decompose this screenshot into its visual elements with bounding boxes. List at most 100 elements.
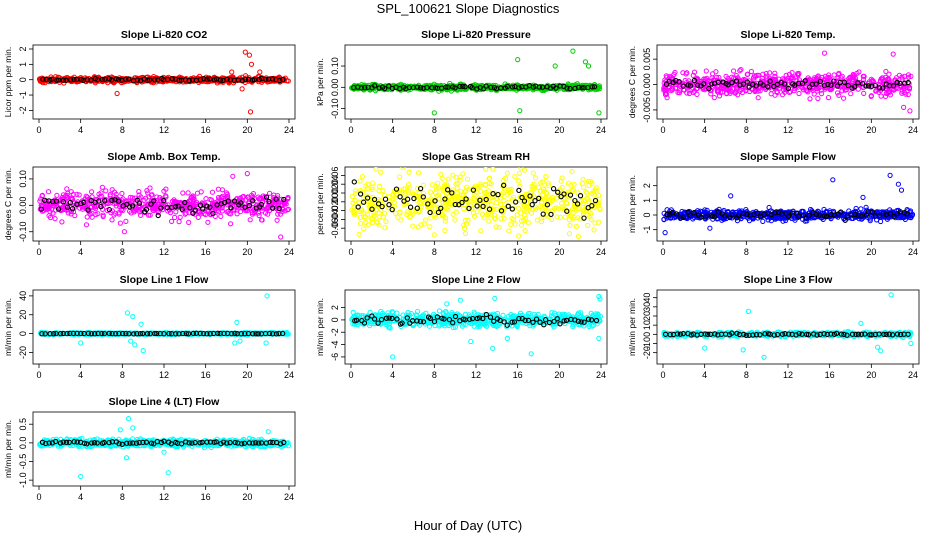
data-point — [496, 224, 502, 230]
reference-point — [452, 201, 458, 208]
reference-point — [736, 212, 742, 219]
reference-point — [474, 203, 480, 209]
data-point — [145, 201, 151, 207]
data-point — [83, 222, 90, 228]
reference-point — [251, 77, 258, 83]
data-point — [588, 216, 594, 222]
panel-3: Slope Li-820 Temp.0 4 8 12 16 20 24-0.0050.000… — [627, 29, 920, 135]
reference-point — [498, 208, 505, 214]
data-point — [203, 196, 209, 202]
reference-point — [281, 196, 287, 203]
reference-point — [98, 203, 104, 210]
reference-point — [550, 186, 557, 192]
reference-point — [438, 205, 444, 211]
data-point — [753, 73, 759, 79]
data-point — [516, 170, 523, 176]
data-point — [525, 220, 532, 226]
reference-point — [746, 84, 752, 90]
data-point — [265, 204, 271, 210]
data-point — [897, 83, 904, 89]
reference-point — [146, 77, 153, 83]
data-point — [584, 195, 590, 201]
data-point — [357, 220, 364, 227]
data-point — [417, 208, 423, 215]
data-point — [404, 209, 410, 215]
data-point — [564, 200, 570, 206]
data-point — [528, 210, 535, 216]
reference-point — [904, 211, 910, 217]
reference-point — [449, 190, 455, 196]
reference-point — [155, 212, 161, 219]
reference-point — [397, 194, 403, 200]
data-point — [185, 199, 191, 205]
data-point — [163, 186, 169, 192]
reference-point — [228, 205, 234, 211]
reference-point — [414, 205, 420, 211]
data-point — [197, 211, 204, 217]
data-point — [45, 189, 52, 195]
reference-point — [53, 198, 60, 204]
reference-point — [548, 211, 554, 218]
data-point — [483, 167, 489, 172]
data-point — [584, 190, 590, 196]
reference-point — [172, 204, 179, 210]
reference-point — [709, 213, 715, 219]
data-point — [251, 210, 257, 216]
y-tick-label: 0 — [18, 331, 28, 336]
data-point — [579, 180, 585, 187]
panel-title: Slope Gas Stream RH — [422, 151, 530, 163]
reference-point — [67, 330, 73, 337]
data-points — [38, 293, 291, 354]
data-point — [663, 78, 669, 85]
x-tick-label: 8 — [432, 125, 437, 135]
data-point — [436, 185, 442, 191]
panel-4: Slope Amb. Box Temp.0 4 8 12 16 20 24-0.100.00… — [3, 151, 296, 257]
reference-point — [250, 198, 256, 204]
outlier-point — [257, 69, 263, 75]
reference-point — [561, 191, 567, 197]
data-point — [183, 210, 189, 216]
reference-point — [516, 187, 522, 194]
data-points — [661, 172, 916, 236]
data-point — [573, 223, 580, 230]
reference-point — [269, 76, 276, 82]
data-point — [863, 209, 869, 215]
reference-point — [733, 78, 740, 84]
x-tick-label: 0 — [660, 247, 665, 257]
plot-frame — [656, 166, 920, 242]
y-tick-label: -0.06 — [330, 218, 340, 239]
x-tick-label: 24 — [596, 370, 606, 380]
data-point — [107, 192, 113, 198]
reference-point — [828, 82, 834, 88]
reference-point — [876, 85, 883, 91]
reference-point — [126, 331, 132, 337]
data-point — [502, 175, 509, 181]
data-point — [488, 201, 494, 208]
x-tick-label: 24 — [596, 247, 606, 257]
data-point — [439, 175, 445, 181]
data-point — [402, 195, 408, 201]
data-point — [185, 190, 191, 196]
data-point — [554, 214, 560, 220]
data-point — [538, 180, 544, 186]
data-point — [691, 88, 698, 94]
data-point — [493, 224, 499, 230]
data-point — [89, 189, 95, 195]
x-tick-label: 12 — [471, 247, 481, 257]
reference-point — [753, 83, 759, 89]
reference-point — [486, 206, 493, 212]
data-point — [250, 205, 256, 211]
reference-point — [740, 81, 747, 87]
reference-point — [280, 330, 286, 337]
reference-point — [480, 86, 487, 92]
reference-point — [176, 77, 182, 83]
reference-point — [224, 76, 230, 82]
data-point — [421, 190, 427, 196]
data-point — [370, 220, 376, 226]
panel-title: Slope Line 2 Flow — [432, 274, 522, 286]
data-point — [512, 221, 518, 227]
data-point — [556, 206, 562, 212]
reference-point — [123, 76, 129, 82]
reference-point — [200, 330, 207, 337]
